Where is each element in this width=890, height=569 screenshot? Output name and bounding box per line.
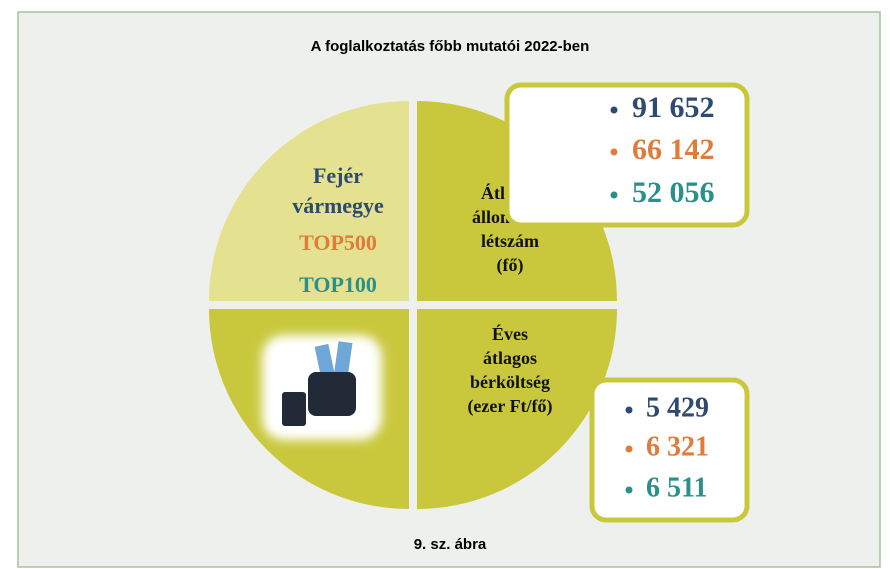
wage-value: 6 321 (646, 431, 709, 462)
top500-label: TOP500 (299, 230, 377, 255)
region-label: Fejér (313, 163, 363, 188)
bullet (626, 487, 633, 494)
headcount-value: 66 142 (632, 133, 715, 166)
top100-label: TOP100 (299, 272, 377, 297)
bullet (611, 149, 618, 156)
headcount-label: (fő) (497, 255, 524, 276)
headcount-label: létszám (481, 231, 539, 251)
wage-label: (ezer Ft/fő) (467, 396, 552, 417)
money-icon (262, 335, 382, 440)
wage-value: 6 511 (646, 472, 707, 503)
wage-label: Éves (492, 323, 528, 344)
bullet (626, 407, 633, 414)
bullet (611, 192, 618, 199)
headcount-value: 91 652 (632, 91, 715, 124)
wage-label: bérköltség (470, 372, 550, 392)
headcount-value: 52 056 (632, 176, 715, 209)
infographic: A foglalkoztatás főbb mutatói 2022-ben F… (0, 0, 890, 569)
wage-value: 5 429 (646, 392, 709, 423)
bullet (626, 446, 633, 453)
region-label: vármegye (292, 193, 384, 218)
wage-label: átlagos (483, 348, 537, 368)
title: A foglalkoztatás főbb mutatói 2022-ben (311, 38, 590, 55)
caption: 9. sz. ábra (414, 536, 487, 553)
bullet (611, 107, 618, 114)
